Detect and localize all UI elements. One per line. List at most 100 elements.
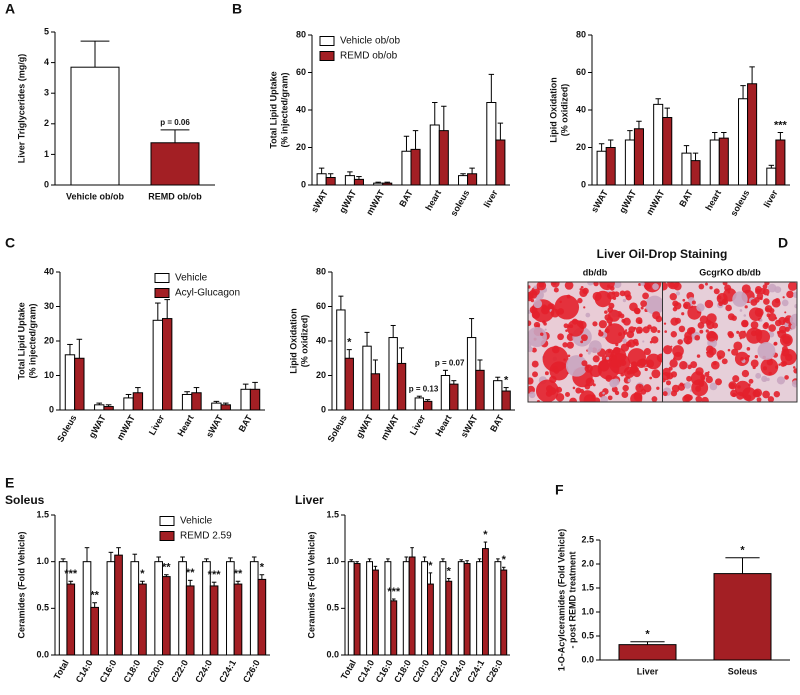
stain-drop [579, 390, 596, 402]
x-tick-label: Vehicle ob/ob [66, 191, 125, 201]
stain-drop [622, 384, 629, 392]
stain-drop [787, 282, 797, 291]
stain-drop [639, 358, 647, 367]
x-tick-label: C26:0 [241, 658, 262, 684]
stain-drop [550, 308, 560, 318]
y-tick-label: 0 [581, 179, 586, 189]
x-tick-label: Liver [408, 413, 428, 437]
stain-drop [605, 348, 614, 358]
annotation: *** [208, 569, 222, 581]
stain-drop [754, 329, 763, 337]
stain-drop [633, 307, 641, 314]
stain-drop [559, 300, 562, 304]
stain-drop [649, 376, 653, 380]
stain-drop [580, 340, 584, 344]
stain-drop [628, 369, 634, 375]
y-tick-label: 20 [44, 335, 54, 345]
stain-drop [645, 295, 662, 315]
stain-drop [663, 391, 668, 397]
stain-drop [782, 345, 788, 352]
x-tick-label: BAT [677, 188, 695, 209]
stain-drop [572, 386, 576, 390]
stain-drop [748, 378, 754, 384]
stain-drop [622, 338, 627, 343]
stain-drop [766, 293, 769, 296]
annotation: ** [90, 590, 99, 602]
stain-drop [640, 282, 645, 286]
stain-drops [663, 282, 797, 402]
stain-drop [701, 396, 709, 402]
y-tick-label: 1 [44, 149, 49, 159]
stain-drop [528, 320, 532, 327]
stain-drop [744, 357, 748, 361]
stain-drop [784, 311, 787, 314]
y-tick-label: 1.5 [36, 509, 49, 519]
stain-drop [760, 358, 779, 376]
y-tick-label: 0 [301, 179, 306, 189]
panel-label: A [5, 1, 15, 17]
y-tick-label: 60 [316, 301, 326, 311]
bar [209, 585, 219, 656]
annotation: * [347, 337, 352, 349]
stain-drop [696, 303, 705, 312]
stain-drop [551, 345, 560, 354]
bar [738, 98, 749, 186]
y-axis-label: Total Lipid Uptake [16, 302, 26, 379]
bar [429, 124, 440, 186]
x-tick-label: C24:1 [217, 658, 238, 684]
stain-drop [668, 366, 673, 371]
x-tick-label: sWAT [309, 188, 330, 215]
x-tick-label: C14:0 [355, 658, 376, 684]
stain-drop [712, 361, 717, 366]
stain-drop [663, 371, 671, 381]
stain-drop [635, 383, 644, 393]
stain-drop [789, 313, 797, 326]
stain-drop [580, 285, 584, 289]
stain-drop [640, 306, 644, 310]
bar [362, 345, 372, 411]
image-label: GcgrKO db/db [699, 267, 761, 277]
stain-drop [709, 382, 718, 391]
stain-drop [643, 282, 662, 293]
stain-drop [706, 330, 717, 342]
bar [373, 182, 384, 186]
y-axis-label: Lipid Oxidation [288, 308, 298, 374]
y-tick-label: 0 [44, 179, 49, 189]
bar [130, 561, 140, 656]
stain-drop [778, 363, 781, 366]
annotation: * [504, 374, 509, 386]
stain-drop [746, 347, 751, 351]
stain-drop [733, 341, 743, 351]
x-tick-label: soleus [448, 188, 471, 218]
stain-drop [664, 330, 667, 333]
stain-drop [792, 366, 796, 369]
stain-drop [752, 389, 761, 398]
stain-drop [528, 295, 533, 302]
stain-drop [747, 354, 750, 358]
stain-drop [645, 353, 662, 370]
y-tick-label: 40 [576, 104, 586, 114]
x-tick-label: BAT [397, 188, 415, 209]
stain-drop [716, 350, 726, 359]
bar [486, 102, 497, 186]
bar [410, 148, 421, 186]
stain-drop [724, 284, 732, 292]
y-axis-label: (% oxidized) [299, 315, 309, 368]
stain-drop [673, 282, 682, 291]
stain-drop [635, 317, 643, 324]
x-tick-label: REMD ob/ob [148, 191, 202, 201]
stain-drop [544, 328, 547, 331]
stain-drop [638, 283, 642, 286]
stain-drop [674, 317, 681, 324]
bar [344, 175, 355, 186]
stain-drop [564, 282, 574, 290]
x-tick-label: gWAT [87, 413, 108, 440]
stain-drop [790, 324, 796, 330]
stain-drop [670, 345, 673, 348]
bar [94, 404, 105, 411]
y-tick-label: 3 [44, 88, 49, 98]
x-tick-label: Total [52, 658, 71, 681]
x-tick-label: Liver [147, 413, 167, 437]
stain-drop [599, 282, 615, 291]
x-tick-label: liver [762, 188, 780, 209]
